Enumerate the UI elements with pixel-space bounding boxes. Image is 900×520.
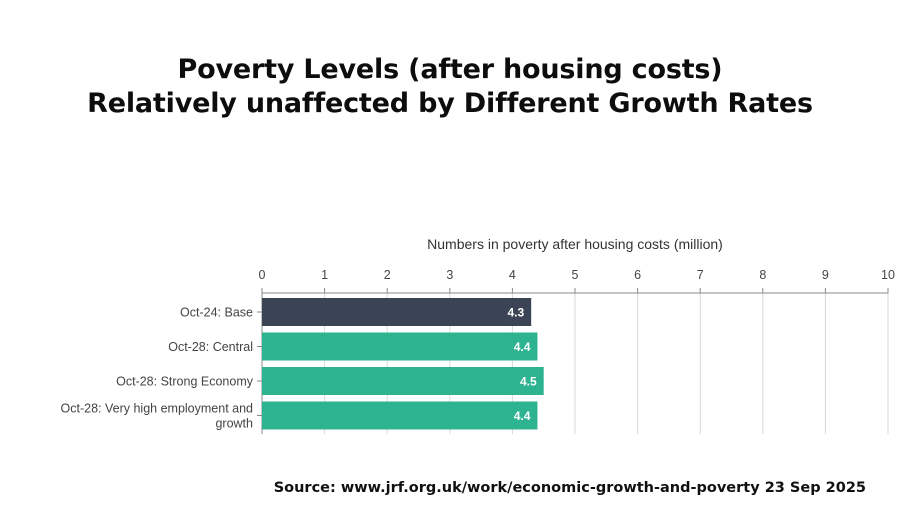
x-tick-label: 6: [634, 268, 641, 282]
chart-title-line-2: Relatively unaffected by Different Growt…: [87, 88, 813, 119]
category-label: Oct-24: Base: [180, 306, 253, 320]
bar-value-label: 4.5: [520, 375, 537, 389]
x-tick-label: 8: [759, 268, 766, 282]
bar-value-label: 4.3: [507, 306, 524, 320]
x-tick-label: 1: [321, 268, 328, 282]
x-tick-label: 3: [446, 268, 453, 282]
bar-value-label: 4.4: [514, 409, 531, 423]
source-citation: Source: www.jrf.org.uk/work/economic-gro…: [273, 480, 866, 496]
x-tick-label: 7: [697, 268, 704, 282]
category-label: growth: [215, 417, 253, 431]
x-tick-label: 9: [822, 268, 829, 282]
category-label: Oct-28: Strong Economy: [116, 375, 254, 389]
category-label: Oct-28: Very high employment and: [61, 402, 254, 416]
bar: [262, 298, 532, 326]
bar: [262, 401, 538, 430]
x-axis-title: Numbers in poverty after housing costs (…: [427, 236, 723, 252]
bar: [262, 367, 544, 395]
x-tick-label: 0: [259, 268, 266, 282]
x-tick-label: 10: [881, 268, 895, 282]
bar: [262, 332, 538, 361]
bar-value-label: 4.4: [514, 340, 531, 354]
x-tick-label: 2: [384, 268, 391, 282]
x-tick-label: 5: [572, 268, 579, 282]
x-tick-label: 4: [509, 268, 516, 282]
chart-title-line-1: Poverty Levels (after housing costs): [177, 54, 723, 85]
category-label: Oct-28: Central: [168, 340, 253, 354]
